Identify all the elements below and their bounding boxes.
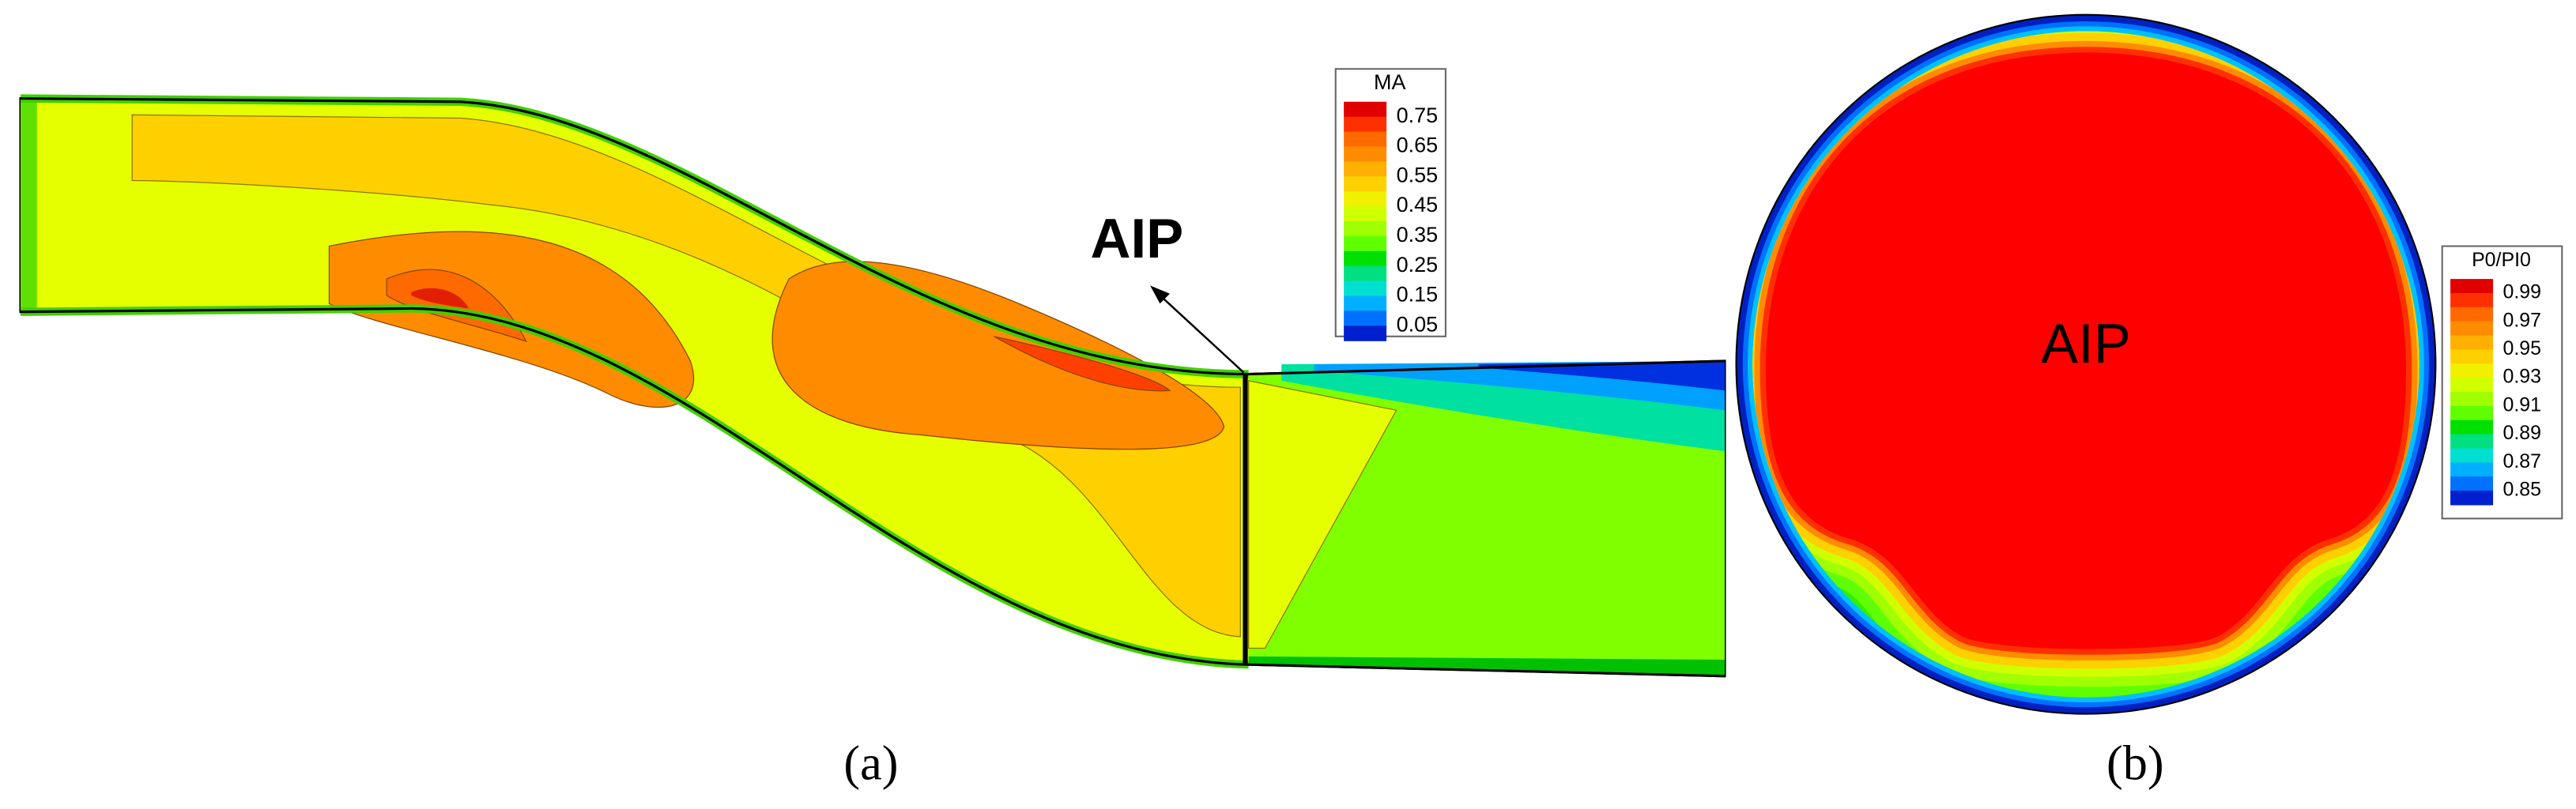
- legend-swatch: [1344, 146, 1387, 163]
- inlet-region: [20, 100, 37, 310]
- blob-layers: [1752, 31, 2419, 698]
- aip-label: AIP: [1091, 207, 1184, 269]
- legend-swatch: [1344, 310, 1387, 326]
- legend-swatch: [1344, 220, 1387, 237]
- legend-swatch: [2450, 392, 2494, 407]
- duct-contour: AIP: [19, 94, 1726, 678]
- aip-contour: AIP: [1735, 13, 2437, 715]
- legend-swatch: [1344, 131, 1387, 148]
- wake-center: [1478, 360, 1726, 391]
- legend-swatch: [1344, 116, 1387, 133]
- legend-label: 0.91: [2503, 393, 2541, 416]
- legend-label: 0.85: [2503, 479, 2541, 501]
- region-075: [411, 288, 470, 309]
- legend-label: 0.05: [1397, 312, 1439, 336]
- legend: P0/PI0 0.99 0.97 0.95 0.93 0.91 0.89 0.87 0.85: [2441, 245, 2563, 520]
- legend-label: 0.65: [1397, 134, 1439, 157]
- legend-swatch: [2450, 420, 2494, 435]
- legend-swatch: [1344, 325, 1387, 341]
- panel-caption: (b): [2106, 736, 2164, 790]
- legend-swatch: [2450, 462, 2494, 477]
- legend: MA 0.75 0.65 0.55 0.45 0.35 0.25 0.15 0.05: [1334, 68, 1446, 341]
- legend-swatch: [1344, 265, 1387, 282]
- legend-label: 0.55: [1397, 163, 1439, 186]
- legend-swatch: [2450, 279, 2494, 294]
- legend-swatch: [2450, 349, 2494, 364]
- legend-swatch: [2450, 321, 2494, 337]
- legend-swatch: [1344, 161, 1387, 177]
- legend-swatch: [1344, 191, 1387, 207]
- aip-label: AIP: [2041, 312, 2131, 374]
- legend-label: 0.95: [2503, 337, 2541, 359]
- legend-label: 0.99: [2503, 281, 2541, 303]
- aip-arrow: [1159, 294, 1245, 374]
- aip-arrowhead: [1150, 285, 1170, 304]
- legend-swatch: [1344, 295, 1387, 312]
- legend-swatch: [2450, 363, 2494, 378]
- legend-label: 0.45: [1397, 193, 1439, 216]
- legend-label: 0.15: [1397, 283, 1439, 307]
- legend-label: 0.25: [1397, 253, 1439, 277]
- legend-label: 0.97: [2503, 309, 2541, 331]
- legend-swatch: [2450, 335, 2494, 351]
- legend-swatch: [2450, 405, 2494, 421]
- legend-swatch: [2450, 378, 2494, 393]
- legend-label: 0.75: [1397, 103, 1439, 127]
- legend-swatch: [2450, 491, 2494, 506]
- legend-label: 0.35: [1397, 223, 1439, 246]
- legend-label: 0.87: [2503, 450, 2541, 472]
- legend-swatch: [1344, 101, 1387, 118]
- legend-swatch: [2450, 434, 2494, 450]
- legend-swatch: [2450, 292, 2494, 308]
- legend-swatch: [1344, 250, 1387, 267]
- legend-swatch: [2450, 448, 2494, 463]
- downstream-wedge: [1248, 380, 1397, 649]
- region-065b: [771, 261, 1225, 450]
- region-070b: [994, 336, 1171, 392]
- duct-wall: [20, 97, 1726, 678]
- legend-swatch: [2450, 307, 2494, 322]
- legend-label: 0.89: [2503, 422, 2541, 444]
- legend-swatch: [1344, 206, 1387, 222]
- legend-title: MA: [1374, 70, 1406, 94]
- legend-swatch: [1344, 235, 1387, 252]
- legend-swatch: [2450, 476, 2494, 491]
- legend-label: 0.93: [2503, 366, 2541, 388]
- legend-swatch: [1344, 280, 1387, 297]
- legend-swatch: [1344, 176, 1387, 192]
- legend-title: P0/PI0: [2472, 249, 2531, 271]
- bottom-layer: [1248, 656, 1726, 676]
- panel-caption: (a): [843, 736, 898, 790]
- core-region: [1765, 52, 2406, 649]
